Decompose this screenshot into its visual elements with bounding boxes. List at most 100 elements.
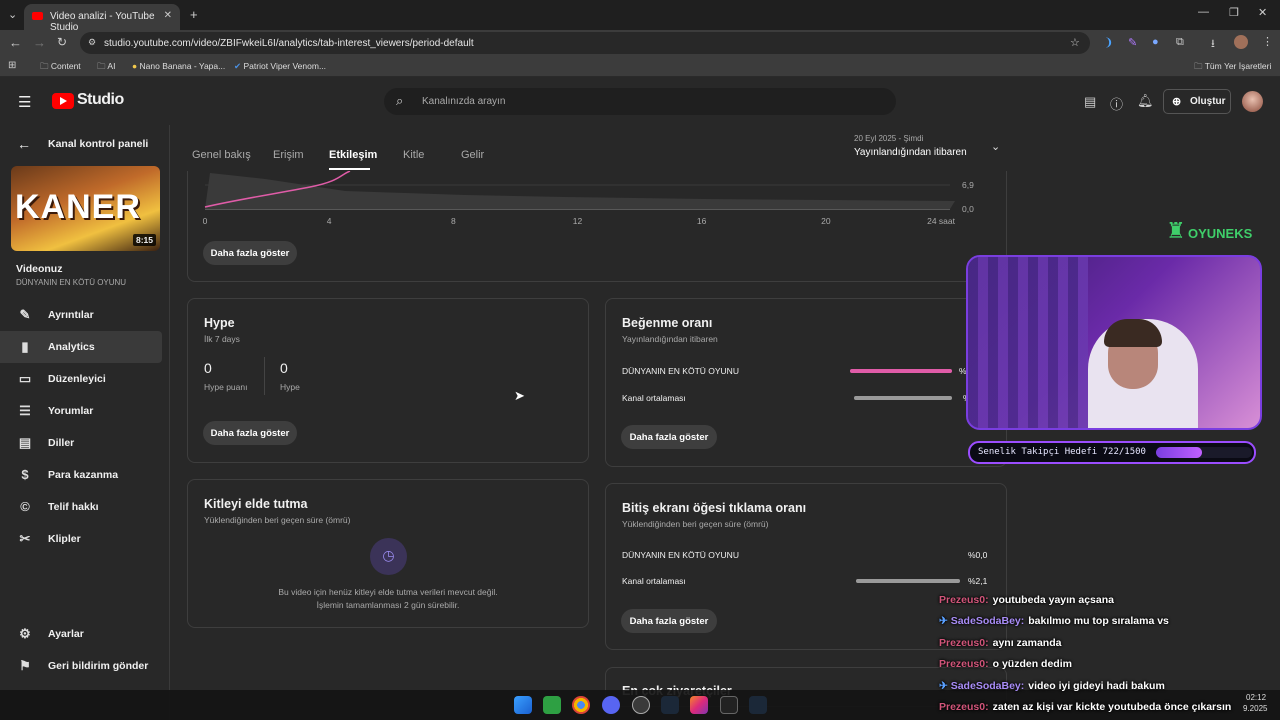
url-field[interactable]: ⚙ studio.youtube.com/video/ZBIFwkeiL6I/a… — [80, 32, 1090, 54]
hype-show-more-button[interactable]: Daha fazla göster — [203, 421, 297, 445]
all-bookmarks[interactable]: 🗀 Tüm Yer İşaretleri — [1194, 61, 1272, 71]
clock-date: 9.2025 — [1243, 704, 1268, 713]
browser-menu-icon[interactable]: ⋮ — [1262, 36, 1273, 48]
x-tick-label: 12 — [573, 216, 583, 226]
tab-title: Video analizi - YouTube Studio — [50, 11, 155, 33]
tab-search-icon[interactable]: ⌄ — [8, 9, 18, 21]
sidebar-item-comments[interactable]: ☰ Yorumlar — [0, 395, 162, 427]
bookmark-ai[interactable]: 🗀 AI — [97, 61, 116, 71]
channel-dashboard-link[interactable]: Kanal kontrol paneli — [48, 138, 149, 150]
profile-avatar[interactable] — [1234, 35, 1248, 49]
like-ratio-title: Beğenme oranı — [622, 316, 713, 330]
end-screen-avg-value: %2,1 — [968, 576, 988, 586]
bookmark-nano-banana[interactable]: ● Nano Banana - Yapa... — [132, 61, 226, 71]
sidebar-item-clips[interactable]: ✂ Klipler — [0, 523, 162, 555]
retention-subtitle: Yüklendiğinden beri geçen süre (ömrü) — [204, 515, 351, 525]
extension-pen-icon[interactable]: ✎ — [1128, 37, 1138, 49]
bookmarks-bar: ⊞ 🗀 Content 🗀 AI ● Nano Banana - Yapa...… — [0, 56, 1280, 77]
hype-subtitle: İlk 7 days — [204, 334, 240, 344]
back-icon[interactable]: ← — [9, 35, 22, 50]
tab-reach[interactable]: Erişim — [273, 149, 304, 161]
end-screen-title: Bitiş ekranı öğesi tıklama oranı — [622, 501, 807, 515]
windows-start-icon[interactable] — [514, 696, 532, 714]
tab-revenue[interactable]: Gelir — [461, 149, 485, 161]
end-screen-row-label: DÜNYANIN EN KÖTÜ OYUNU — [622, 550, 739, 560]
bookmark-content[interactable]: 🗀 Content — [40, 61, 81, 71]
epic-games-icon[interactable] — [720, 696, 738, 714]
browser-tab[interactable]: Video analizi - YouTube Studio ✕ — [24, 4, 180, 33]
sidebar-item-analytics[interactable]: ▮ Analytics — [0, 331, 162, 363]
bookmark-patriot[interactable]: ✔ Patriot Viper Venom... — [234, 61, 327, 71]
steam-icon-2[interactable] — [749, 696, 767, 714]
download-icon[interactable]: ⭳ — [1211, 38, 1215, 50]
discord-icon[interactable] — [602, 696, 620, 714]
close-tab-icon[interactable]: ✕ — [163, 10, 172, 21]
bookmark-star-icon[interactable]: ☆ — [1070, 37, 1080, 49]
forward-icon[interactable]: → — [33, 35, 46, 50]
hype-count-label: Hype — [280, 382, 300, 392]
extension-icon[interactable]: ❩ — [1104, 37, 1114, 49]
close-window-icon[interactable]: ✕ — [1258, 7, 1268, 19]
help-icon[interactable]: ⓘ — [1110, 97, 1124, 112]
tab-overview[interactable]: Genel bakış — [192, 149, 251, 161]
steam-icon[interactable] — [661, 696, 679, 714]
sidebar-item-editor[interactable]: ▭ Düzenleyici — [0, 363, 162, 395]
reload-icon[interactable]: ↻ — [57, 35, 68, 49]
create-button[interactable]: ⊕ Oluştur — [1163, 89, 1231, 114]
studio-logo-text[interactable]: Studio — [77, 91, 124, 108]
sidebar-item-languages[interactable]: ▤ Diller — [0, 427, 162, 459]
chrome-icon[interactable] — [572, 696, 590, 714]
sidebar-item-feedback[interactable]: ⚑ Geri bildirim gönder — [0, 650, 162, 682]
end-screen-card: Bitiş ekranı öğesi tıklama oranı Yüklend… — [605, 483, 1007, 650]
create-plus-icon: ⊕ — [1172, 96, 1182, 108]
chat-message: ✈ SadeSodaBey: video iyi gideyi hadi baku… — [939, 680, 1165, 692]
banana-favicon-icon: ● — [132, 61, 138, 71]
like-ratio-row-label: DÜNYANIN EN KÖTÜ OYUNU — [622, 366, 739, 376]
copyright-icon: © — [20, 499, 30, 514]
analytics-icon: ▮ — [21, 339, 29, 354]
sidebar-item-details[interactable]: ✎ Ayrıntılar — [0, 299, 162, 331]
minimize-icon[interactable]: — — [1198, 6, 1209, 18]
obs-icon[interactable] — [632, 696, 650, 714]
back-arrow-icon[interactable]: ← — [17, 136, 31, 152]
follower-goal-label: Senelik Takipçi Hedefi 722/1500 — [978, 447, 1146, 457]
new-tab-icon[interactable]: + — [190, 7, 198, 22]
extensions-puzzle-icon[interactable]: ⧉ — [1176, 36, 1184, 48]
xbox-icon[interactable] — [543, 696, 561, 714]
notifications-icon[interactable]: 🔔︎ — [1137, 93, 1154, 108]
like-ratio-show-more-button[interactable]: Daha fazla göster — [621, 425, 717, 449]
sidebar-item-monetization[interactable]: $ Para kazanma — [0, 459, 162, 491]
channel-search[interactable]: ⌕ Kanalınızda arayın — [384, 88, 896, 115]
apps-grid-icon[interactable]: ⊞ — [8, 60, 17, 71]
site-info-icon[interactable]: ⚙ — [88, 37, 97, 47]
sidebar-item-settings[interactable]: ⚙ Ayarlar — [0, 618, 162, 650]
chat-text: video iyi gideyi hadi bakum — [1028, 680, 1165, 692]
chat-message: Prezeus0: o yüzden dedim — [939, 658, 1072, 670]
thumbnail-text: KANER — [15, 188, 141, 226]
chat-message: Prezeus0: aynı zamanda — [939, 637, 1061, 649]
retention-message-1: Bu video için henüz kitleyi elde tutma v… — [278, 587, 498, 597]
instagram-icon[interactable] — [690, 696, 708, 714]
chat-user: Prezeus0: — [939, 658, 989, 670]
video-series-line — [204, 171, 351, 208]
follower-goal-track — [1156, 447, 1252, 458]
feedback-icon[interactable]: ▤ — [1084, 94, 1097, 109]
webcam-feed — [966, 255, 1262, 430]
video-thumbnail[interactable]: KANER 8:15 — [11, 166, 160, 251]
chat-user: Prezeus0: — [939, 594, 989, 606]
maximize-icon[interactable]: ❐ — [1229, 7, 1239, 19]
chart-show-more-button[interactable]: Daha fazla göster — [203, 241, 297, 265]
hamburger-menu-icon[interactable]: ☰ — [18, 94, 32, 111]
period-selector[interactable]: 20 Eyl 2025 - Şimdi Yayınlandığından iti… — [854, 134, 1004, 162]
extension-circle-icon[interactable]: ● — [1152, 36, 1159, 48]
typical-range-area — [205, 173, 955, 209]
channel-avatar[interactable] — [1242, 91, 1263, 112]
tab-audience[interactable]: Kitle — [403, 149, 425, 161]
sidebar-item-copyright[interactable]: © Telif hakkı — [0, 491, 162, 523]
end-screen-show-more-button[interactable]: Daha fazla göster — [621, 609, 717, 633]
y-tick-label: 6,9 — [962, 180, 974, 190]
youtube-logo-icon[interactable] — [52, 93, 74, 109]
tab-engagement[interactable]: Etkileşim — [329, 149, 378, 161]
chat-user: SadeSodaBey: — [950, 680, 1025, 692]
oyuneks-logo-icon: ♜ — [1166, 218, 1186, 243]
